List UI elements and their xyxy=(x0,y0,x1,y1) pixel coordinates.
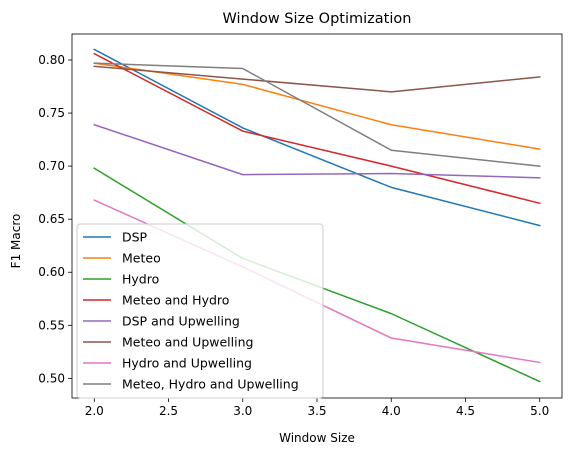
x-tick-label: 2.5 xyxy=(159,404,178,418)
y-axis-ticks: 0.50 0.55 0.60 0.65 0.70 0.75 0.80 xyxy=(38,53,72,385)
legend-entry: DSP xyxy=(122,230,148,245)
legend-entry: Meteo, Hydro and Upwelling xyxy=(122,377,299,392)
legend-entry: Meteo xyxy=(122,251,161,266)
x-tick-label: 2.0 xyxy=(85,404,104,418)
y-tick-label: 0.70 xyxy=(38,159,65,173)
y-axis-label: F1 Macro xyxy=(9,214,23,269)
series-line xyxy=(93,52,541,205)
x-tick-label: 4.5 xyxy=(456,404,475,418)
series-line xyxy=(93,123,541,179)
legend-entry: Hydro xyxy=(122,272,159,287)
legend-entry: Meteo and Upwelling xyxy=(122,335,253,350)
y-tick-label: 0.55 xyxy=(38,318,65,332)
x-axis-ticks: 2.0 2.5 3.0 3.5 4.0 4.5 5.0 xyxy=(85,398,549,418)
series-line xyxy=(93,65,541,93)
y-tick-label: 0.60 xyxy=(38,265,65,279)
legend-entry: Meteo and Hydro xyxy=(122,293,229,308)
y-tick-label: 0.75 xyxy=(38,106,65,120)
x-tick-label: 5.0 xyxy=(530,404,549,418)
series-line xyxy=(93,48,541,227)
x-tick-label: 4.0 xyxy=(382,404,401,418)
legend: DSP Meteo Hydro Meteo and Hydro DSP and Upwe… xyxy=(76,223,324,399)
x-axis-label: Window Size xyxy=(279,431,355,445)
legend-entry: Hydro and Upwelling xyxy=(122,356,252,371)
series-line xyxy=(93,62,541,151)
y-tick-label: 0.80 xyxy=(38,53,65,67)
series-line xyxy=(93,62,541,167)
chart-title: Window Size Optimization xyxy=(223,11,412,27)
y-tick-label: 0.50 xyxy=(38,371,65,385)
y-tick-label: 0.65 xyxy=(38,212,65,226)
x-tick-label: 3.0 xyxy=(233,404,252,418)
x-tick-label: 3.5 xyxy=(307,404,326,418)
legend-entry: DSP and Upwelling xyxy=(122,314,240,329)
legend-box xyxy=(76,223,324,399)
